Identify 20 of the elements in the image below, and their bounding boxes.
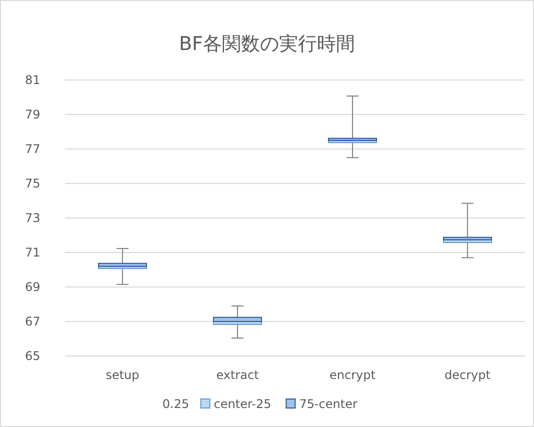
x-tick-label: decrypt	[444, 368, 491, 382]
bar	[98, 262, 147, 267]
chart-title: BF各関数の実行時間	[179, 33, 355, 55]
y-tick-label: 81	[25, 73, 40, 87]
y-tick-label: 71	[25, 246, 40, 260]
text: 0.25	[162, 397, 190, 411]
y-tick-label: 67	[25, 314, 40, 328]
x-tick-label: extract	[216, 368, 260, 382]
y-tick-label: 73	[25, 211, 40, 225]
x-tick-label: encrypt	[330, 368, 376, 382]
legend-label: center-25	[214, 397, 272, 411]
y-tick-label: 65	[25, 349, 40, 363]
x-tick-label: setup	[106, 368, 140, 382]
bar	[213, 316, 262, 322]
y-tick-label: 77	[25, 142, 40, 156]
y-tick-label: 75	[25, 176, 40, 190]
legend-label: 75-center	[299, 397, 358, 411]
y-tick-label: 69	[25, 280, 40, 294]
y-tick-label: 79	[25, 108, 40, 122]
bar	[328, 138, 377, 141]
